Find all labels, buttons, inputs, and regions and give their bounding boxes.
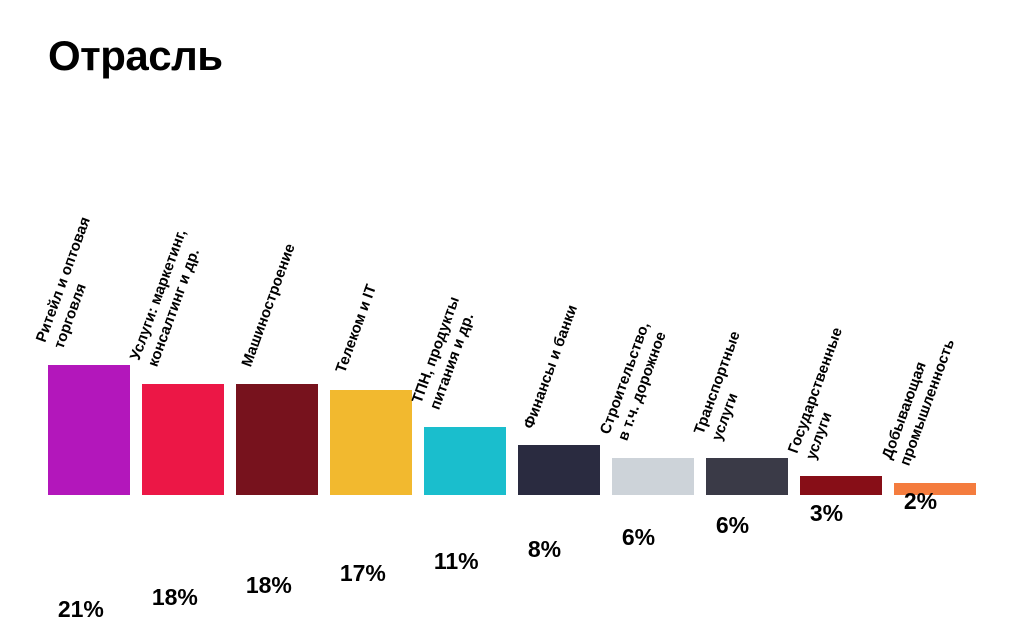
bar-value: 18% bbox=[152, 584, 198, 611]
bar bbox=[48, 365, 130, 495]
bar bbox=[236, 384, 318, 495]
bar-label: Транспортныеуслуги bbox=[691, 329, 763, 444]
bar-value: 18% bbox=[246, 572, 292, 599]
bar-item: Услуги: маркетинг,консалтинг и др.18% bbox=[142, 384, 224, 495]
bar-label: Финансы и банки bbox=[520, 302, 582, 431]
bar-label: Добывающаяпромышленность bbox=[879, 331, 960, 469]
bar-value: 21% bbox=[58, 596, 104, 623]
bar-label: Машиностроение bbox=[238, 241, 300, 369]
bar-chart: Ритейл и оптоваяторговля21%Услуги: марке… bbox=[48, 295, 988, 495]
bar-item: ТПН, продуктыпитания и др.11% bbox=[424, 427, 506, 495]
bar-label: ТПН, продуктыпитания и др. bbox=[409, 295, 483, 413]
bar-value: 11% bbox=[434, 548, 479, 575]
bar-label: Услуги: маркетинг,консалтинг и др. bbox=[127, 227, 209, 369]
bar bbox=[518, 445, 600, 495]
bar-item: Финансы и банки8% bbox=[518, 445, 600, 495]
bar-item: Машиностроение18% bbox=[236, 384, 318, 495]
bar-label: Ритейл и оптоваяторговля bbox=[33, 214, 113, 351]
bar bbox=[330, 390, 412, 495]
bar-label: Государственныеуслуги bbox=[785, 325, 866, 462]
bar-item: Добывающаяпромышленность2% bbox=[894, 483, 976, 495]
bar bbox=[612, 458, 694, 495]
bar-value: 6% bbox=[716, 512, 749, 539]
bar bbox=[706, 458, 788, 495]
bar bbox=[142, 384, 224, 495]
bar-item: Транспортныеуслуги6% bbox=[706, 458, 788, 495]
bar-value: 17% bbox=[340, 560, 386, 587]
bar-item: Телеком и IT17% bbox=[330, 390, 412, 495]
bar-value: 3% bbox=[810, 500, 843, 527]
bar-label: Строительство,в т.ч. дорожное bbox=[597, 320, 673, 444]
bar-item: Государственныеуслуги3% bbox=[800, 476, 882, 495]
chart-title: Отрасль bbox=[48, 32, 223, 80]
bar-value: 2% bbox=[904, 488, 937, 515]
bar bbox=[424, 427, 506, 495]
bar-label: Телеком и IT bbox=[332, 282, 381, 376]
bar-item: Строительство,в т.ч. дорожное6% bbox=[612, 458, 694, 495]
bar-item: Ритейл и оптоваяторговля21% bbox=[48, 365, 130, 495]
bar-value: 8% bbox=[528, 536, 561, 563]
bar bbox=[800, 476, 882, 495]
